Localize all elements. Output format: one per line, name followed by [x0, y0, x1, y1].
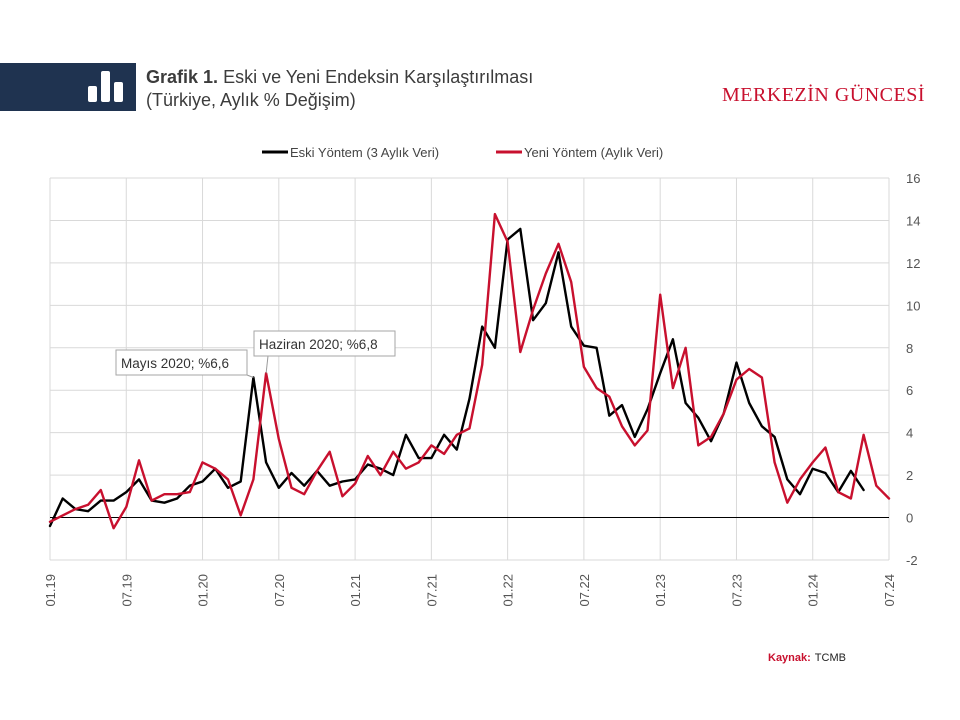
source-label: Kaynak:: [768, 652, 811, 664]
x-tick-label: 01.21: [348, 574, 363, 607]
legend-label: Eski Yöntem (3 Aylık Veri): [290, 145, 439, 160]
chart-title-block: Grafik 1. Eski ve Yeni Endeksin Karşılaş…: [146, 66, 533, 112]
brand-logo: MERKEZİN GÜNCESİ: [722, 84, 925, 106]
y-tick-label: 4: [906, 426, 913, 441]
series-line-new-method: [48, 212, 891, 530]
y-tick-label: 16: [906, 171, 920, 186]
callout-label: Haziran 2020; %6,8: [259, 337, 378, 352]
y-tick-label: 0: [906, 511, 913, 526]
header-bar: [0, 63, 136, 111]
x-tick-label: 01.24: [806, 574, 821, 607]
x-tick-label: 07.20: [272, 574, 287, 607]
y-tick-label: 8: [906, 341, 913, 356]
legend-label: Yeni Yöntem (Aylık Veri): [524, 145, 663, 160]
callout-leader: [246, 374, 254, 378]
x-tick-label: 01.20: [196, 574, 211, 607]
y-tick-label: 6: [906, 383, 913, 398]
callout-label: Mayıs 2020; %6,6: [121, 356, 229, 371]
y-tick-label: -2: [906, 553, 918, 568]
chart-legend: Eski Yöntem (3 Aylık Veri) Yeni Yöntem (A…: [262, 145, 663, 160]
callout-leader: [265, 355, 269, 374]
y-tick-label: 14: [906, 213, 920, 228]
chart-title-text: Eski ve Yeni Endeksin Karşılaştırılması: [223, 67, 534, 87]
series-line-old-method: [48, 227, 865, 528]
x-tick-label: 01.19: [43, 574, 58, 607]
y-tick-label: 12: [906, 256, 920, 271]
x-tick-label: 07.22: [577, 574, 592, 607]
x-tick-label: 07.19: [119, 574, 134, 607]
x-tick-label: 07.21: [424, 574, 439, 607]
source-note: Kaynak: TCMB: [768, 652, 846, 664]
chart-subtitle: (Türkiye, Aylık % Değişim): [146, 90, 356, 110]
x-tick-label: 01.22: [501, 574, 516, 607]
chart-title-number: Grafik 1.: [146, 67, 219, 87]
bar-chart-icon: [88, 71, 123, 102]
chart-title: Grafik 1. Eski ve Yeni Endeksin Karşılaş…: [146, 66, 533, 89]
chart-lines: [48, 212, 891, 530]
callout-box: [253, 330, 396, 357]
chart-axes: -2 0 2 4 6 8 10 12 14 16 01.19 07.19 01.20 07.20 01.21…: [43, 171, 920, 607]
x-tick-label: 07.23: [729, 574, 744, 607]
y-tick-label: 10: [906, 298, 920, 313]
source-value: TCMB: [814, 652, 846, 664]
y-tick-label: 2: [906, 468, 913, 483]
chart-annotations: Mayıs 2020; %6,6 Haziran 2020; %6,8: [115, 330, 396, 378]
x-tick-label: 01.23: [653, 574, 668, 607]
x-tick-label: 07.24: [882, 574, 897, 607]
callout-box: [115, 349, 248, 376]
